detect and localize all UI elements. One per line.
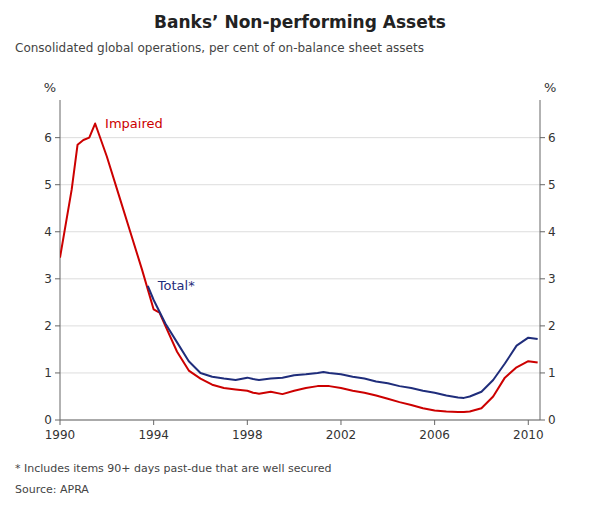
y-tick <box>55 137 60 138</box>
footnote: * Includes items 90+ days past-due that … <box>15 462 332 475</box>
x-tick-label: 2006 <box>419 428 450 442</box>
x-tick-label: 1990 <box>45 428 76 442</box>
series-line <box>148 286 538 398</box>
y2-tick <box>540 278 545 279</box>
source: Source: APRA <box>15 483 89 496</box>
x-tick-label: 1998 <box>232 428 263 442</box>
y2-axis-line <box>540 100 541 420</box>
y-tick <box>55 420 60 421</box>
x-tick <box>153 420 154 425</box>
y2-axis-label: % <box>544 80 556 95</box>
y2-tick-label: 4 <box>548 225 556 239</box>
y-tick-label: 1 <box>44 366 52 380</box>
x-tick-label: 1994 <box>138 428 169 442</box>
y2-tick <box>540 184 545 185</box>
grid-line <box>60 184 540 185</box>
x-axis-line <box>60 420 540 421</box>
y2-tick-label: 3 <box>548 272 556 286</box>
y-tick <box>55 184 60 185</box>
grid-line <box>60 278 540 279</box>
y2-tick <box>540 325 545 326</box>
series-label: Impaired <box>105 116 163 131</box>
chart: Banks’ Non-performing Assets Consolidated… <box>0 0 600 525</box>
y-tick-label: 0 <box>44 413 52 427</box>
y2-tick-label: 2 <box>548 319 556 333</box>
y2-tick-label: 0 <box>548 413 556 427</box>
x-tick <box>247 420 248 425</box>
y2-tick-label: 5 <box>548 178 556 192</box>
plot-area <box>60 124 538 412</box>
y-tick-label: 6 <box>44 131 52 145</box>
x-tick-label: 2002 <box>326 428 357 442</box>
grid-line <box>60 372 540 373</box>
y-tick-label: 4 <box>44 225 52 239</box>
grid-line <box>60 420 540 421</box>
x-tick-label: 2010 <box>513 428 544 442</box>
series-label: Total* <box>157 278 195 293</box>
y2-tick <box>540 231 545 232</box>
grid-line <box>60 325 540 326</box>
x-tick <box>528 420 529 425</box>
x-tick <box>340 420 341 425</box>
title: Banks’ Non-performing Assets <box>154 12 446 32</box>
x-tick <box>60 420 61 425</box>
y2-tick <box>540 420 545 421</box>
y-tick-label: 3 <box>44 272 52 286</box>
y-tick <box>55 231 60 232</box>
subtitle: Consolidated global operations, per cent… <box>15 41 424 55</box>
y-tick-label: 2 <box>44 319 52 333</box>
y-axis-label: % <box>44 80 56 95</box>
y2-tick-label: 1 <box>548 366 556 380</box>
y-axis-line <box>60 100 61 420</box>
x-tick <box>434 420 435 425</box>
y-tick-label: 5 <box>44 178 52 192</box>
y2-tick <box>540 372 545 373</box>
grid-line <box>60 231 540 232</box>
y2-tick <box>540 137 545 138</box>
y-tick <box>55 278 60 279</box>
series-line <box>60 124 538 412</box>
grid-line <box>60 137 540 138</box>
y-tick <box>55 325 60 326</box>
y2-tick-label: 6 <box>548 131 556 145</box>
y-tick <box>55 372 60 373</box>
